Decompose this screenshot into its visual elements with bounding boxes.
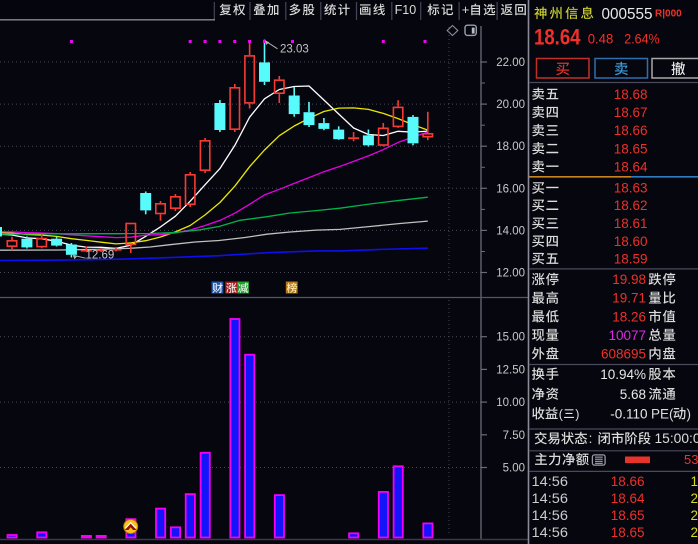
svg-text:16.00: 16.00 (496, 183, 525, 195)
svg-text:18.61: 18.61 (614, 216, 648, 231)
svg-text:18.59: 18.59 (614, 251, 648, 266)
svg-text:18.64: 18.64 (611, 491, 645, 506)
svg-text:5.68: 5.68 (620, 387, 646, 402)
svg-text:000555: 000555 (602, 6, 653, 23)
svg-text:18.00: 18.00 (496, 141, 525, 153)
svg-text:14:56: 14:56 (532, 474, 569, 489)
svg-text:12.50: 12.50 (496, 364, 525, 376)
svg-text:537: 537 (684, 452, 698, 467)
svg-text:5.00: 5.00 (503, 463, 525, 475)
svg-text:18.67: 18.67 (614, 105, 648, 120)
svg-text:15.00: 15.00 (496, 332, 525, 344)
svg-text:18.65: 18.65 (614, 141, 648, 156)
svg-text:18.62: 18.62 (614, 198, 648, 213)
svg-text:2: 2 (691, 525, 698, 540)
svg-text:14:56: 14:56 (532, 491, 569, 506)
svg-text:18.64: 18.64 (534, 25, 581, 50)
svg-text:608695: 608695 (601, 346, 646, 361)
svg-text:18.68: 18.68 (614, 87, 648, 102)
svg-text:18: 18 (691, 474, 698, 489)
svg-text:18.66: 18.66 (614, 123, 648, 138)
svg-text:18.63: 18.63 (614, 181, 648, 196)
svg-text:25: 25 (691, 508, 698, 523)
svg-text:+: + (462, 2, 470, 17)
svg-text:18.26: 18.26 (612, 309, 646, 324)
svg-text:14:56: 14:56 (532, 525, 569, 540)
svg-text:18.60: 18.60 (614, 234, 648, 249)
svg-text:): ) (687, 406, 692, 421)
svg-text:F10: F10 (395, 3, 417, 17)
svg-text:12.69: 12.69 (86, 250, 115, 262)
svg-text::: : (589, 431, 593, 446)
svg-text:2.64%: 2.64% (624, 31, 659, 47)
svg-text:10.00: 10.00 (496, 397, 525, 409)
svg-text:0.48: 0.48 (588, 31, 614, 47)
svg-text:-0.110: -0.110 (610, 406, 647, 421)
svg-text:10077: 10077 (608, 328, 646, 343)
svg-text:14:56: 14:56 (532, 508, 569, 523)
svg-text:): ) (575, 407, 579, 421)
svg-text:15:00:00: 15:00:00 (655, 431, 698, 446)
svg-text:7.50: 7.50 (503, 430, 525, 442)
svg-text:2: 2 (691, 491, 698, 506)
svg-text:18.65: 18.65 (611, 508, 645, 523)
svg-text:18.65: 18.65 (611, 525, 645, 540)
svg-text:19.71: 19.71 (612, 291, 646, 306)
svg-text:23.03: 23.03 (280, 44, 309, 56)
svg-text:(: ( (559, 407, 564, 421)
svg-text:22.00: 22.00 (496, 57, 525, 69)
svg-text:14.00: 14.00 (496, 225, 525, 237)
svg-text:12.00: 12.00 (496, 268, 525, 280)
svg-text:PE(: PE( (651, 406, 674, 421)
svg-text:20.00: 20.00 (496, 99, 525, 111)
svg-text:R|000: R|000 (655, 9, 682, 20)
svg-text:10.94%: 10.94% (600, 367, 646, 382)
svg-text:18.64: 18.64 (614, 159, 648, 174)
svg-text:19.98: 19.98 (612, 272, 646, 287)
svg-text:18.66: 18.66 (611, 474, 645, 489)
